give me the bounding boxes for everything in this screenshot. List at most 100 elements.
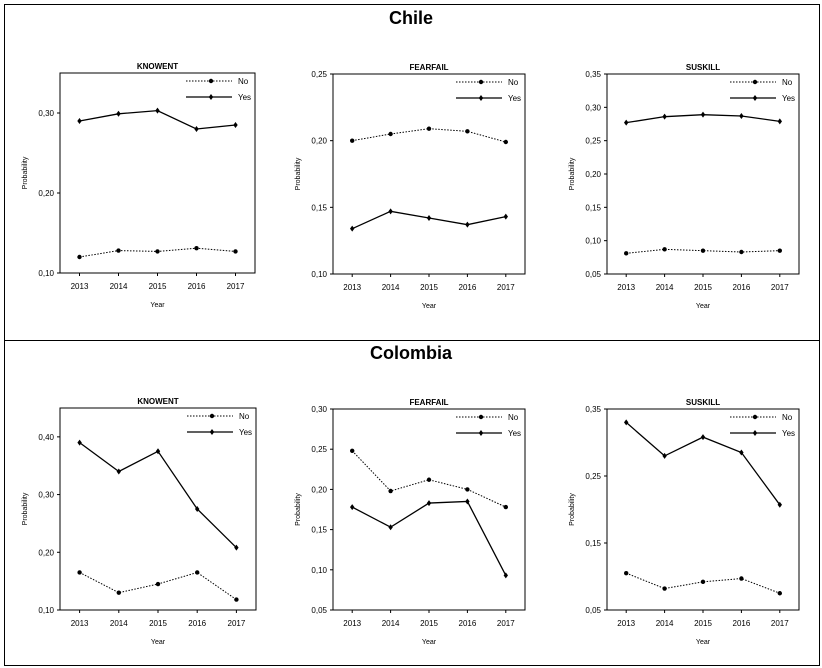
- y-tick-label: 0,20: [38, 189, 54, 198]
- data-point: [116, 248, 121, 253]
- y-tick-label: 0,05: [311, 606, 327, 615]
- series-yes: Yes: [77, 428, 252, 551]
- data-point: [662, 113, 667, 120]
- data-point: [155, 107, 160, 114]
- y-tick-label: 0,05: [585, 270, 601, 279]
- series-yes: Yes: [624, 94, 795, 126]
- data-point: [503, 572, 508, 579]
- data-point: [465, 487, 470, 492]
- data-point: [388, 524, 393, 531]
- x-tick-label: 2017: [771, 619, 789, 628]
- series-no: No: [350, 78, 519, 145]
- data-point: [77, 439, 82, 446]
- data-point: [195, 506, 200, 512]
- data-point: [77, 570, 82, 575]
- x-tick-label: 2014: [110, 282, 128, 291]
- y-axis-label: Probability: [569, 157, 576, 190]
- legend-marker: [478, 414, 484, 420]
- data-point: [624, 251, 629, 256]
- data-point: [662, 247, 667, 252]
- legend-label: Yes: [508, 94, 521, 103]
- legend-marker: [209, 413, 215, 419]
- section-divider: [4, 340, 820, 341]
- y-tick-label: 0,35: [585, 70, 601, 79]
- y-tick-label: 0,25: [311, 70, 327, 79]
- chart-title: KNOWENT: [137, 62, 178, 71]
- data-point: [739, 113, 744, 119]
- data-point: [155, 581, 161, 587]
- legend-label: No: [782, 78, 793, 87]
- x-tick-label: 2013: [71, 619, 89, 628]
- chart-chile-knowent: KNOWENT 0,10 0,20 0,30 2013 2014 2015 2016 2017 Y…: [22, 62, 256, 309]
- y-tick-label: 0,20: [311, 137, 327, 146]
- x-axis-label: Year: [696, 639, 711, 646]
- legend-marker: [478, 430, 484, 436]
- x-axis-label: Year: [422, 639, 437, 646]
- x-tick-label: 2017: [497, 283, 515, 292]
- legend-marker: [478, 79, 484, 85]
- x-tick-label: 2014: [656, 619, 674, 628]
- x-tick-label: 2013: [617, 283, 635, 292]
- data-point: [624, 119, 629, 126]
- data-point: [194, 126, 199, 132]
- legend-label: No: [238, 77, 249, 86]
- legend-marker: [208, 94, 214, 100]
- x-axis-label: Year: [422, 303, 437, 310]
- legend-label: Yes: [238, 93, 251, 102]
- chart-colombia-fearfail: FEARFAIL 0,05 0,10 0,15 0,20 0,25 0,30 2013 2014…: [295, 398, 526, 646]
- data-point: [350, 138, 355, 143]
- y-tick-label: 0,10: [311, 270, 327, 279]
- series-line: [626, 572, 780, 594]
- data-point: [426, 126, 432, 131]
- data-point: [388, 208, 393, 215]
- series-line: [79, 442, 237, 549]
- chart-title: FEARFAIL: [409, 63, 448, 72]
- x-tick-label: 2013: [71, 282, 89, 291]
- series-line: [351, 450, 507, 508]
- data-point: [116, 468, 121, 475]
- data-point: [503, 213, 508, 220]
- series-yes: Yes: [350, 429, 521, 579]
- y-tick-label: 0,15: [585, 203, 601, 212]
- legend-marker: [752, 95, 758, 101]
- plot-frame: [606, 73, 800, 275]
- legend-label: Yes: [782, 94, 795, 103]
- legend-marker: [752, 79, 758, 85]
- y-tick-label: 0,20: [38, 548, 54, 557]
- data-point: [195, 570, 200, 575]
- chart-colombia-knowent: KNOWENT 0,10 0,20 0,30 0,40 2013 2014 2015 2016 2…: [22, 397, 257, 646]
- legend-label: No: [239, 412, 250, 421]
- chart-title: KNOWENT: [137, 397, 178, 406]
- y-tick-label: 0,25: [585, 472, 601, 481]
- data-point: [116, 110, 121, 117]
- x-tick-label: 2017: [771, 283, 789, 292]
- x-tick-label: 2016: [188, 619, 206, 628]
- y-tick-label: 0,30: [38, 491, 54, 500]
- series-yes: Yes: [624, 419, 795, 508]
- chart-title: FEARFAIL: [409, 398, 448, 407]
- data-point: [155, 448, 161, 455]
- series-yes: Yes: [77, 93, 251, 132]
- x-axis-label: Year: [151, 639, 166, 646]
- data-point: [777, 501, 782, 508]
- series-no: No: [350, 413, 519, 510]
- series-no: No: [624, 78, 793, 256]
- chart-colombia-suskill: SUSKILL 0,05 0,15 0,25 0,35 2013 2014 2015 2016 2…: [569, 398, 800, 646]
- x-tick-label: 2017: [227, 282, 245, 291]
- y-tick-label: 0,20: [311, 485, 327, 494]
- y-tick-label: 0,30: [585, 103, 601, 112]
- data-point: [155, 249, 160, 254]
- data-point: [465, 498, 470, 505]
- data-point: [426, 477, 432, 482]
- x-tick-label: 2017: [228, 619, 246, 628]
- legend-marker: [752, 430, 758, 436]
- legend-label: No: [782, 413, 793, 422]
- legend-label: Yes: [239, 428, 252, 437]
- series-line: [352, 128, 506, 143]
- x-tick-label: 2014: [382, 283, 400, 292]
- data-point: [777, 118, 782, 125]
- data-point: [233, 122, 238, 128]
- y-tick-label: 0,05: [585, 606, 601, 615]
- legend-marker: [752, 414, 758, 420]
